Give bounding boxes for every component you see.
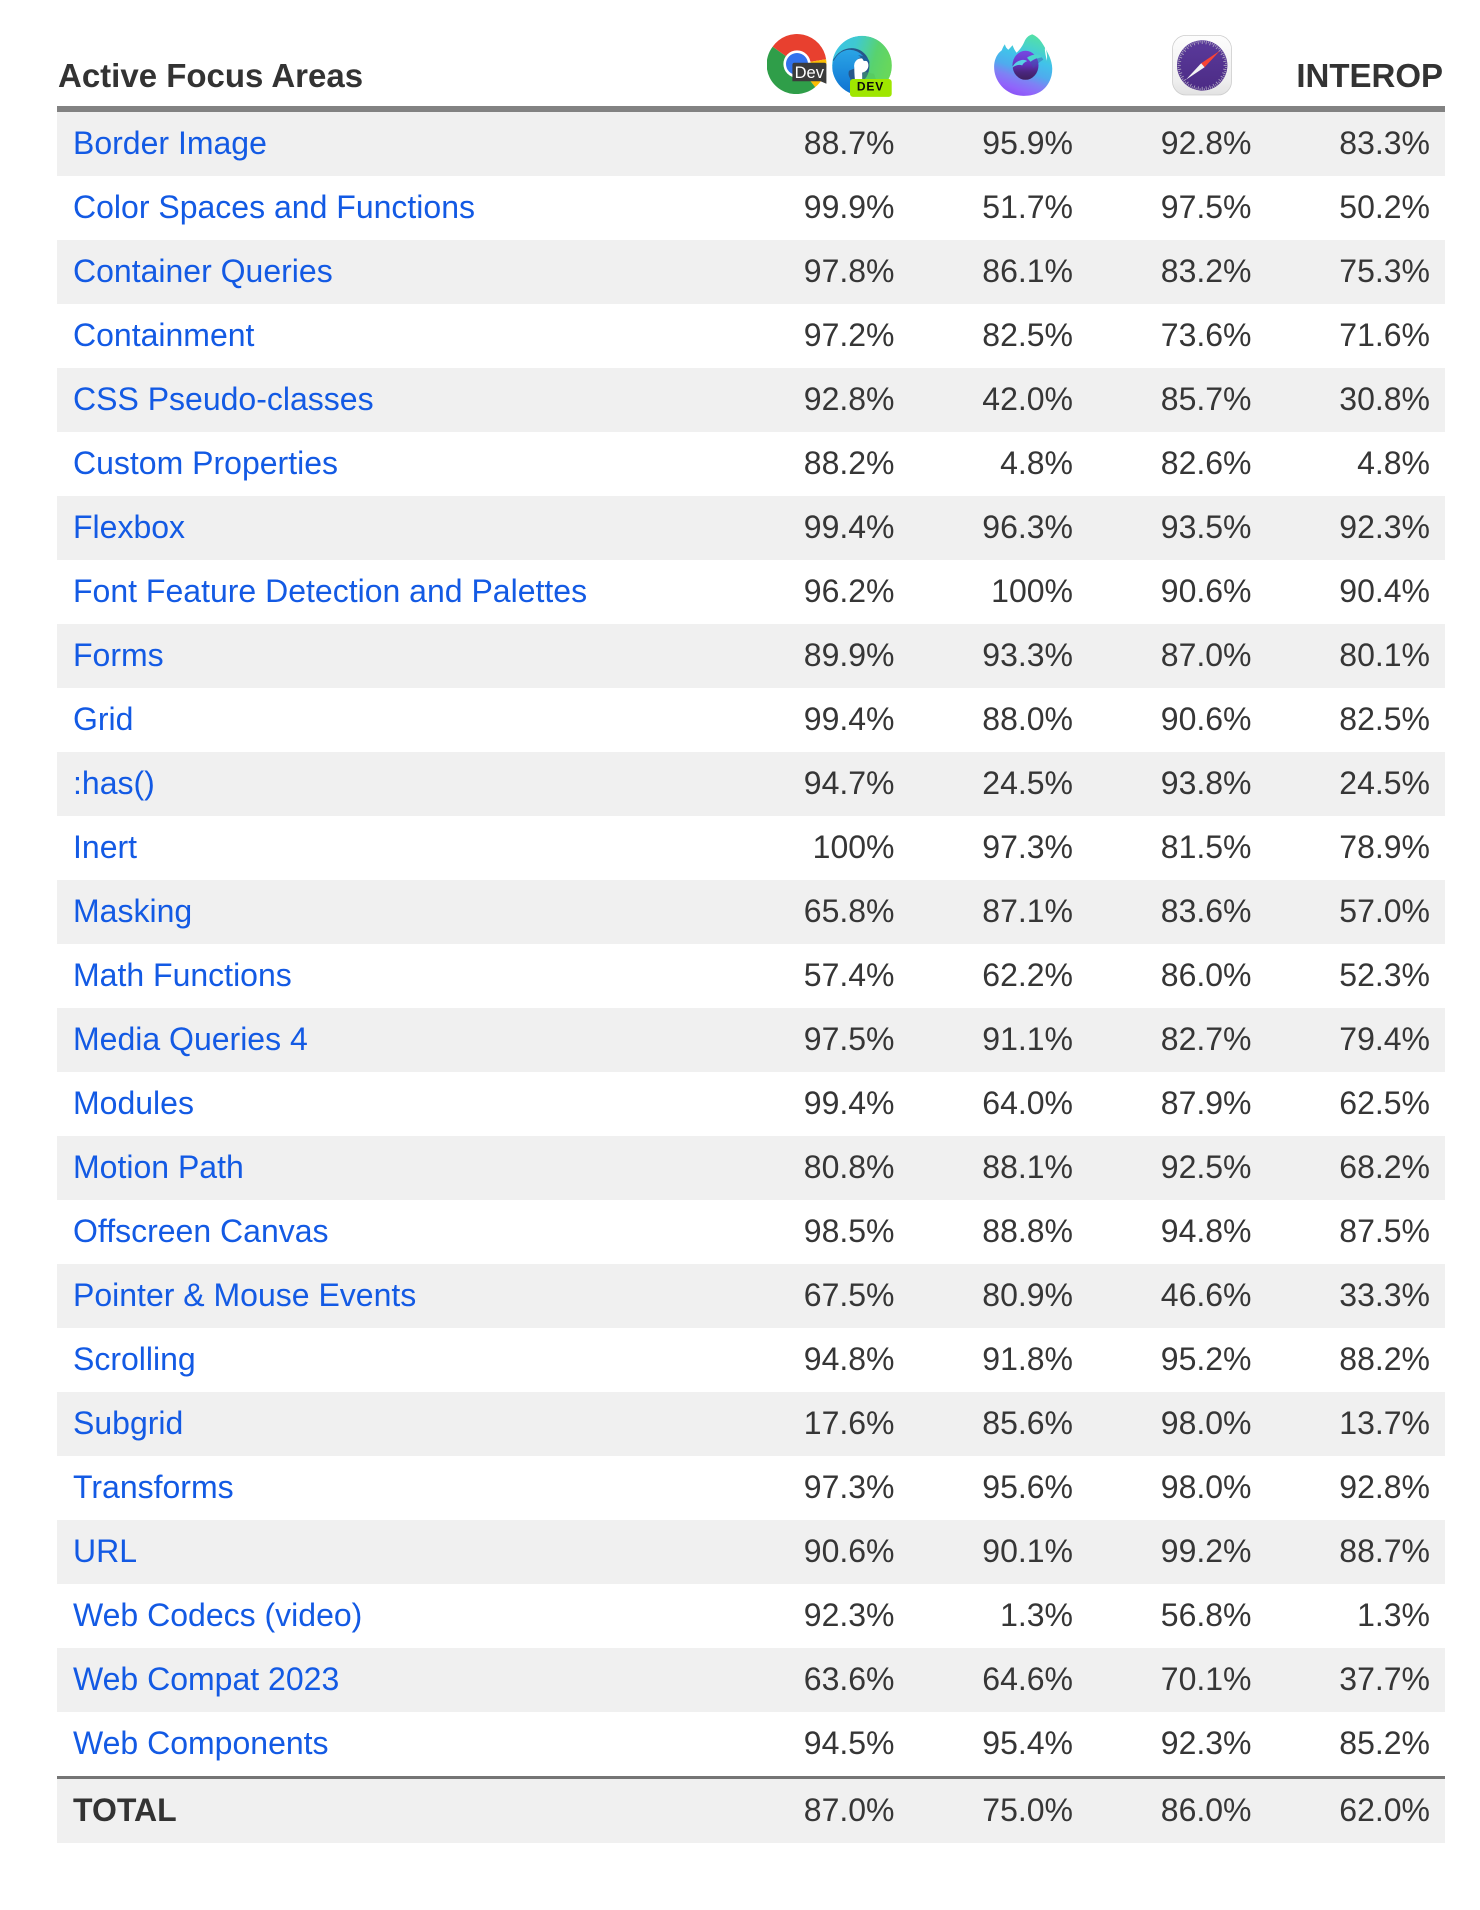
svg-text:DEV: DEV [857,80,884,94]
svg-text:Dev: Dev [795,64,825,82]
